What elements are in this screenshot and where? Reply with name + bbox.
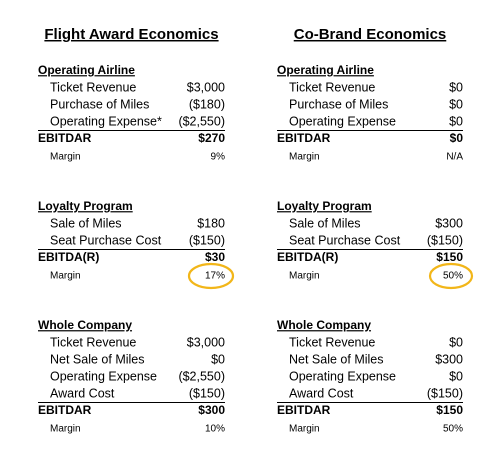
total-value: $30 bbox=[205, 250, 225, 264]
row-label: Operating Expense bbox=[50, 369, 157, 383]
total-value: $0 bbox=[450, 131, 464, 145]
margin-value: 17% bbox=[205, 271, 225, 282]
row-label: Ticket Revenue bbox=[50, 80, 136, 94]
row-label: Purchase of Miles bbox=[50, 97, 149, 111]
row-value: $0 bbox=[449, 97, 463, 111]
total-value: $150 bbox=[436, 250, 463, 264]
highlight-circle bbox=[428, 262, 474, 290]
row-label: Net Sale of Miles bbox=[50, 352, 144, 366]
section-heading: Loyalty Program bbox=[38, 199, 133, 213]
margin-label: Margin bbox=[289, 271, 320, 282]
margin-label: Margin bbox=[50, 424, 81, 435]
row-value: ($180) bbox=[189, 97, 225, 111]
row-label: Purchase of Miles bbox=[289, 97, 388, 111]
total-value: $150 bbox=[436, 403, 463, 417]
section-heading: Whole Company bbox=[38, 318, 132, 332]
total-label: EBITDAR bbox=[277, 403, 331, 417]
margin-value: 10% bbox=[205, 424, 225, 435]
row-value: ($150) bbox=[189, 386, 225, 400]
total-label: EBITDAR bbox=[38, 131, 92, 145]
column-title: Co-Brand Economics bbox=[294, 26, 447, 43]
row-value: $3,000 bbox=[187, 335, 225, 349]
margin-label: Margin bbox=[50, 271, 81, 282]
row-value: $180 bbox=[197, 216, 225, 230]
row-label: Net Sale of Miles bbox=[289, 352, 383, 366]
row-label: Sale of Miles bbox=[50, 216, 122, 230]
highlight-circle bbox=[187, 262, 235, 290]
total-value: $300 bbox=[198, 403, 225, 417]
row-value: $0 bbox=[449, 80, 463, 94]
row-value: $0 bbox=[449, 369, 463, 383]
row-label: Operating Expense* bbox=[50, 114, 162, 128]
row-label: Operating Expense bbox=[289, 369, 396, 383]
total-label: EBITDA(R) bbox=[277, 250, 338, 264]
row-label: Ticket Revenue bbox=[289, 335, 375, 349]
row-label: Sale of Miles bbox=[289, 216, 361, 230]
section-heading: Operating Airline bbox=[38, 63, 135, 77]
row-value: $0 bbox=[211, 352, 225, 366]
row-label: Ticket Revenue bbox=[50, 335, 136, 349]
margin-value: 9% bbox=[211, 152, 226, 163]
row-value: $300 bbox=[435, 216, 463, 230]
margin-value: 50% bbox=[443, 424, 463, 435]
row-value: $3,000 bbox=[187, 80, 225, 94]
row-label: Award Cost bbox=[289, 386, 354, 400]
margin-label: Margin bbox=[289, 152, 320, 163]
row-label: Award Cost bbox=[50, 386, 115, 400]
row-value: $0 bbox=[449, 114, 463, 128]
total-value: $270 bbox=[198, 131, 225, 145]
row-value: ($2,550) bbox=[178, 369, 225, 383]
section-heading: Whole Company bbox=[277, 318, 371, 332]
total-label: EBITDAR bbox=[38, 403, 92, 417]
margin-value: 50% bbox=[443, 271, 463, 282]
row-label: Operating Expense bbox=[289, 114, 396, 128]
row-label: Ticket Revenue bbox=[289, 80, 375, 94]
column-title: Flight Award Economics bbox=[44, 26, 218, 43]
section-heading: Operating Airline bbox=[277, 63, 374, 77]
row-label: Seat Purchase Cost bbox=[289, 233, 401, 247]
margin-value: N/A bbox=[446, 152, 463, 163]
margin-label: Margin bbox=[289, 424, 320, 435]
total-label: EBITDAR bbox=[277, 131, 331, 145]
row-value: ($150) bbox=[427, 233, 463, 247]
row-value: $0 bbox=[449, 335, 463, 349]
section-heading: Loyalty Program bbox=[277, 199, 372, 213]
row-value: ($150) bbox=[427, 386, 463, 400]
row-value: ($150) bbox=[189, 233, 225, 247]
margin-label: Margin bbox=[50, 152, 81, 163]
total-label: EBITDA(R) bbox=[38, 250, 99, 264]
row-label: Seat Purchase Cost bbox=[50, 233, 162, 247]
row-value: ($2,550) bbox=[178, 114, 225, 128]
row-value: $300 bbox=[435, 352, 463, 366]
